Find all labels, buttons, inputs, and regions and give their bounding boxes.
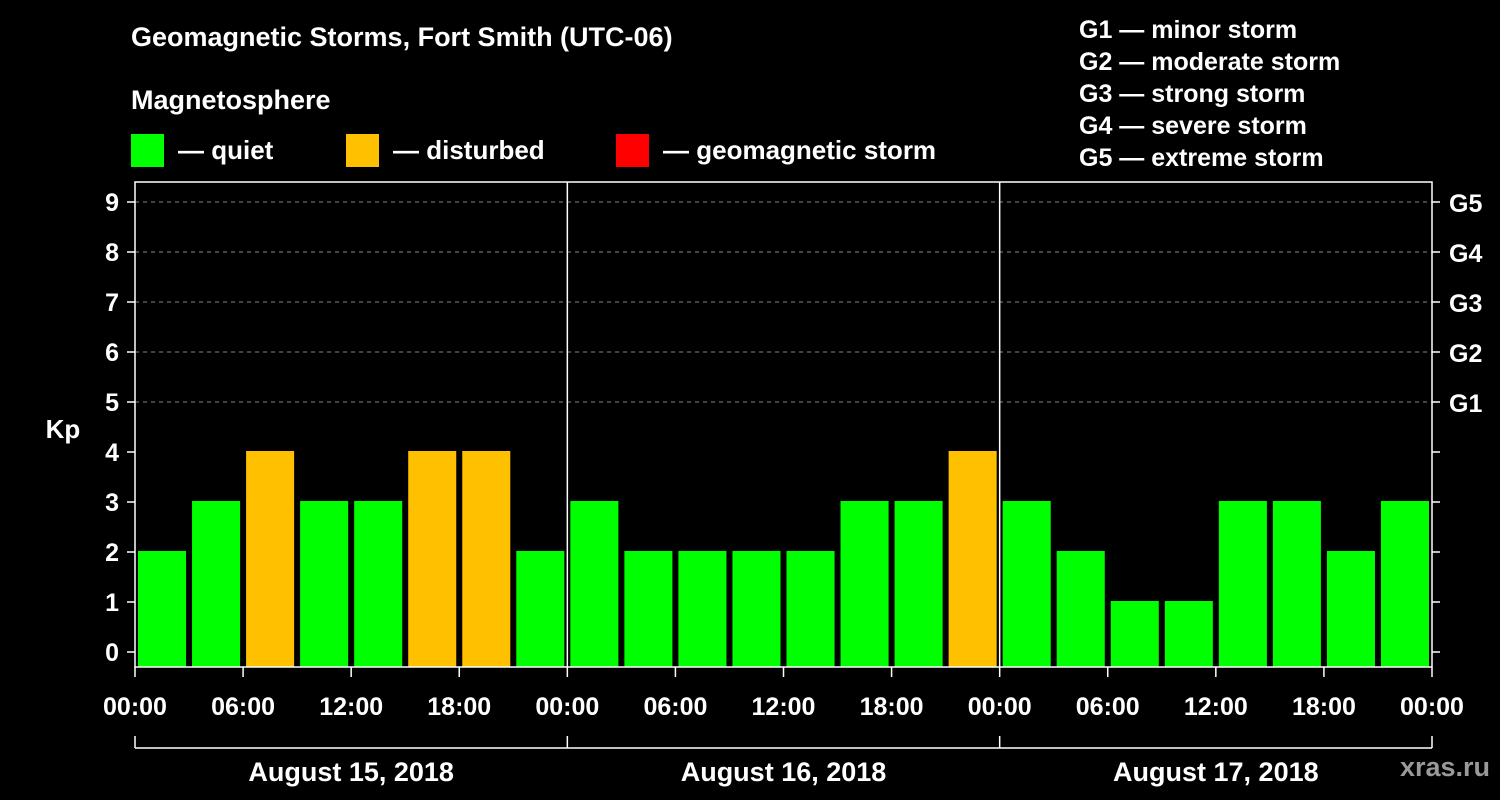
bar-7 [516,551,565,667]
xtick-label-11: 18:00 [1292,693,1356,721]
storm-scale-g4: G4 — severe storm [1079,112,1307,140]
gscale-label-G1: G1 [1449,390,1482,418]
bar-15 [948,451,997,667]
xtick-label-10: 12:00 [1184,693,1248,721]
ytick-label-9: 9 [105,189,119,217]
gscale-label-G4: G4 [1449,240,1482,268]
gscale-label-G5: G5 [1449,190,1482,218]
ytick-label-1: 1 [105,589,119,617]
gscale-label-G3: G3 [1449,290,1482,318]
storm-scale-g3: G3 — strong storm [1079,80,1306,108]
bar-14 [894,501,943,667]
storm-scale-g1: G1 — minor storm [1079,16,1298,44]
bar-4 [354,501,403,667]
legend-storm-label: — geomagnetic storm [663,134,937,165]
bar-2 [246,451,295,667]
bar-22 [1326,551,1375,667]
ytick-label-5: 5 [105,389,119,417]
xtick-label-1: 06:00 [211,693,275,721]
day-label-1: August 16, 2018 [681,757,887,787]
xtick-label-9: 06:00 [1076,693,1140,721]
bar-11 [732,551,781,667]
legend-subtitle: Magnetosphere [131,85,331,115]
legend-disturbed: — disturbed [346,133,545,167]
bar-13 [840,501,889,667]
xtick-label-8: 00:00 [968,693,1032,721]
day-label-0: August 15, 2018 [248,757,454,787]
bar-21 [1272,501,1321,667]
xtick-label-6: 12:00 [752,693,816,721]
bar-3 [300,501,349,667]
bar-1 [192,501,241,667]
storm-scale-legend: G1 — minor storm G2 — moderate storm G3 … [1079,14,1340,174]
bar-17 [1056,551,1105,667]
bar-6 [462,451,511,667]
legend-quiet-label: — quiet [178,134,274,165]
ytick-label-3: 3 [105,489,119,517]
bar-20 [1218,501,1267,667]
xtick-label-12: 00:00 [1400,693,1464,721]
legend-disturbed-swatch [346,133,379,167]
ytick-label-8: 8 [105,239,119,267]
legend-quiet: — quiet [131,133,273,167]
legend-storm-swatch [616,133,649,167]
bar-10 [678,551,727,667]
xtick-label-2: 12:00 [319,693,383,721]
day-label-2: August 17, 2018 [1113,757,1319,787]
ytick-label-6: 6 [105,339,119,367]
legend-disturbed-label: — disturbed [393,134,545,165]
ytick-label-0: 0 [105,639,119,667]
bar-8 [570,501,619,667]
xtick-label-5: 06:00 [643,693,707,721]
bar-12 [786,551,835,667]
xtick-label-0: 00:00 [103,693,167,721]
ytick-label-2: 2 [105,539,119,567]
bar-0 [138,551,187,667]
bar-5 [408,451,457,667]
watermark: xras.ru [1399,752,1490,782]
xtick-label-3: 18:00 [427,693,491,721]
bar-18 [1110,601,1159,667]
xtick-label-7: 18:00 [860,693,924,721]
bar-9 [624,551,673,667]
legend-quiet-swatch [131,133,164,167]
legend-storm: — geomagnetic storm [616,133,936,167]
bar-23 [1380,501,1429,667]
storm-scale-g2: G2 — moderate storm [1079,48,1341,76]
storm-scale-g5: G5 — extreme storm [1079,144,1324,172]
bar-16 [1002,501,1051,667]
chart-title: Geomagnetic Storms, Fort Smith (UTC-06) [131,22,673,52]
gscale-label-G2: G2 [1449,340,1482,368]
y-axis-label: Kp [46,414,81,444]
ytick-label-7: 7 [105,289,119,317]
bar-19 [1164,601,1213,667]
xtick-label-4: 00:00 [535,693,599,721]
ytick-label-4: 4 [105,439,119,467]
